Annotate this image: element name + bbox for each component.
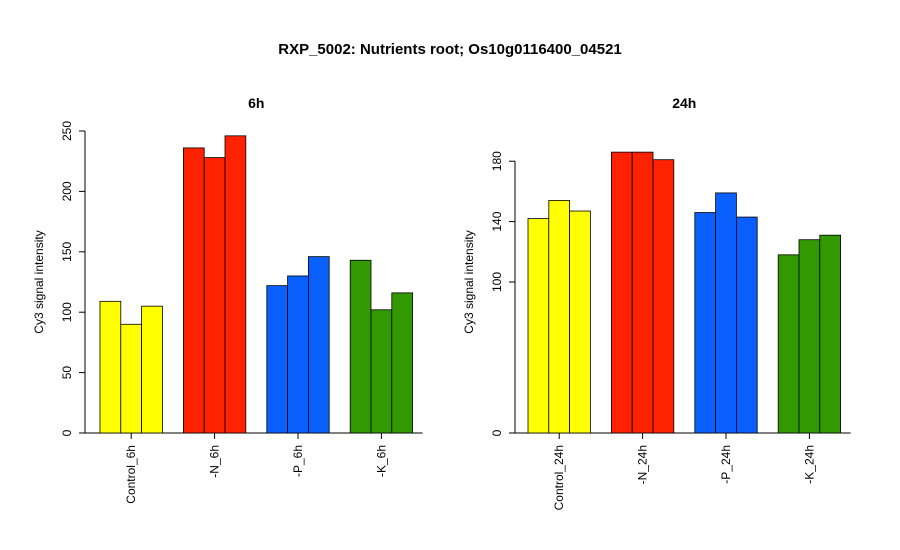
bar [611, 151, 633, 434]
x-tick-label: Control_24h [552, 445, 566, 510]
y-axis-label: Cy3 signal intensity [462, 230, 476, 333]
bar [266, 285, 288, 434]
y-tick-label: 50 [60, 366, 74, 380]
x-tick-label: -P_24h [719, 445, 733, 484]
y-axis-label: Cy3 signal intensity [32, 230, 46, 333]
panel-title: 6h [248, 95, 264, 111]
x-tick-label: -K_6h [374, 445, 388, 477]
bar [777, 254, 800, 434]
panel-title: 24h [672, 95, 696, 111]
y-tick-label: 100 [490, 272, 504, 292]
bar [798, 239, 821, 434]
bar [203, 157, 226, 434]
y-tick-label: 250 [60, 121, 74, 141]
bar [631, 151, 654, 434]
chart-panel-2: 24h Cy3 signal intensity 0 100 140 180 Control… [462, 95, 851, 510]
bar [652, 159, 675, 434]
bar [99, 300, 122, 434]
x-tick-label: -N_6h [208, 445, 222, 478]
chart-panel-1: 6h Cy3 signal intensity 0 50 100 150 200 250 Con… [32, 95, 423, 504]
bar [694, 212, 716, 434]
y-tick-label: 180 [490, 151, 504, 171]
bar [307, 256, 330, 434]
bar [120, 323, 143, 434]
bar [182, 147, 205, 434]
y-tick-label: 200 [60, 181, 74, 201]
y-tick-label: 100 [60, 302, 74, 322]
y-tick-label: 0 [60, 429, 74, 436]
bar [370, 309, 393, 434]
bar [819, 234, 841, 434]
bar [349, 259, 372, 434]
bar [287, 275, 309, 434]
y-tick-label: 150 [60, 241, 74, 261]
x-tick-label: -P_6h [291, 445, 305, 477]
bar [224, 135, 247, 434]
chart-main-title: RXP_5002: Nutrients root; Os10g0116400_0… [278, 41, 622, 58]
x-tick-label: -K_24h [802, 445, 816, 484]
bar [736, 216, 758, 434]
y-tick-label: 140 [490, 211, 504, 231]
bar [527, 218, 550, 434]
x-tick-label: -N_24h [636, 445, 650, 484]
bar [548, 200, 570, 434]
panels: 6h Cy3 signal intensity 0 50 100 150 200 250 Con… [32, 95, 851, 510]
bar [715, 192, 737, 434]
x-tick-label: Control_6h [124, 445, 138, 504]
bar [569, 210, 591, 434]
y-tick-label: 0 [490, 429, 504, 436]
bar [141, 305, 163, 434]
bar [391, 292, 413, 434]
